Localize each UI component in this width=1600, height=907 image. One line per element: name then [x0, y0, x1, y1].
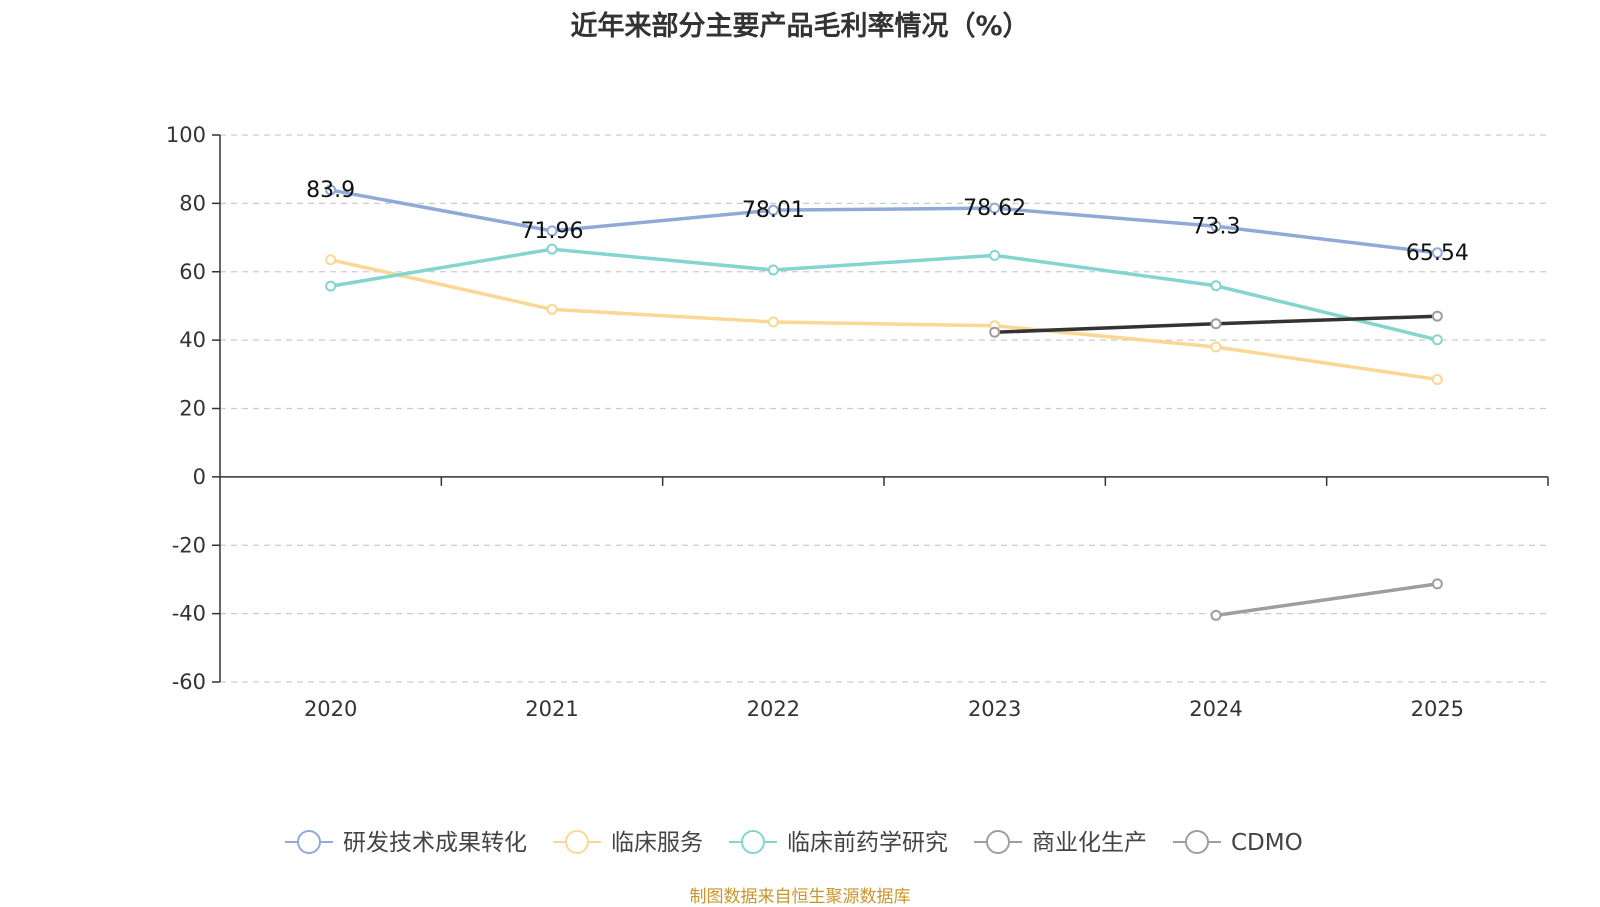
data-point: [325, 280, 337, 292]
data-point: [1210, 220, 1222, 232]
data-point: [1431, 578, 1443, 590]
series-line: [330, 247, 1438, 342]
data-point: [989, 326, 1001, 338]
data-point: [1210, 341, 1222, 353]
series-3: [989, 310, 1443, 338]
series-line: [330, 188, 1438, 255]
data-label: 73.3: [1192, 214, 1241, 239]
series-1: [325, 254, 1443, 385]
data-point: [546, 303, 558, 315]
data-point: [989, 202, 1001, 214]
axes: 100 80 60 40 20 0 -20 -40 -60 2020 2021 2022 2023 202…: [166, 123, 1549, 721]
legend-swatch-marker: [565, 830, 589, 854]
data-label: 78.62: [963, 196, 1026, 221]
data-label: 78.01: [742, 198, 805, 223]
y-tick-label: 60: [179, 260, 206, 284]
x-tick-label: 2025: [1411, 697, 1464, 721]
data-point: [1210, 280, 1222, 292]
data-point: [1431, 310, 1443, 322]
legend-swatch-marker: [741, 830, 765, 854]
data-point: [325, 184, 337, 196]
x-tick-label: 2022: [747, 697, 800, 721]
y-tick-label: 0: [193, 465, 206, 489]
data-point: [989, 249, 1001, 261]
legend-swatch-marker: [297, 830, 321, 854]
x-tick-label: 2021: [525, 697, 578, 721]
series-4: [1210, 578, 1443, 621]
data-point: [767, 264, 779, 276]
series-line: [330, 258, 1438, 382]
data-point: [546, 225, 558, 237]
legend-label: 临床服务: [611, 830, 703, 856]
y-tick-label: -60: [172, 670, 206, 694]
data-point: [1431, 247, 1443, 259]
legend-item-2: 临床前药学研究: [729, 830, 948, 856]
gridlines: [220, 134, 1548, 683]
x-tick-label: 2020: [304, 697, 357, 721]
data-label: 83.9: [306, 178, 355, 203]
y-tick-label: 80: [179, 191, 206, 215]
series-0: [325, 184, 1443, 259]
y-tick-label: 40: [179, 328, 206, 352]
data-labels: 83.9 71.96 78.01 78.62 73.3 65.54: [306, 178, 1469, 266]
data-point: [325, 254, 337, 266]
data-point: [546, 243, 558, 255]
legend-item-4: CDMO: [1173, 830, 1303, 856]
legend-label: 临床前药学研究: [787, 830, 948, 856]
data-point: [767, 204, 779, 216]
data-point: [1210, 609, 1222, 621]
x-tick-label: 2023: [968, 697, 1021, 721]
legend-item-3: 商业化生产: [974, 830, 1147, 856]
chart-title: 近年来部分主要产品毛利率情况（%）: [570, 11, 1030, 42]
legend-label: 研发技术成果转化: [343, 830, 527, 856]
data-label: 71.96: [521, 219, 584, 244]
legend-item-1: 临床服务: [553, 830, 703, 856]
legend: 研发技术成果转化 临床服务 临床前药学研究 商业化生产 CDMO: [285, 830, 1303, 856]
data-point: [1210, 318, 1222, 330]
y-tick-label: 20: [179, 397, 206, 421]
legend-label: 商业化生产: [1032, 830, 1147, 856]
data-point: [1431, 373, 1443, 385]
y-tick-label: 100: [166, 123, 206, 147]
legend-label: CDMO: [1231, 830, 1303, 856]
data-point: [767, 316, 779, 328]
series-line: [1215, 582, 1438, 618]
data-point: [1431, 334, 1443, 346]
series-lines: [325, 184, 1443, 621]
legend-swatch-marker: [1185, 830, 1209, 854]
x-tick-label: 2024: [1189, 697, 1242, 721]
source-note: 制图数据来自恒生聚源数据库: [689, 887, 911, 907]
y-tick-label: -20: [172, 533, 206, 557]
legend-item-0: 研发技术成果转化: [285, 830, 527, 856]
y-tick-label: -40: [172, 602, 206, 626]
legend-swatch-marker: [986, 830, 1010, 854]
data-label: 65.54: [1406, 241, 1469, 266]
series-2: [325, 243, 1443, 346]
